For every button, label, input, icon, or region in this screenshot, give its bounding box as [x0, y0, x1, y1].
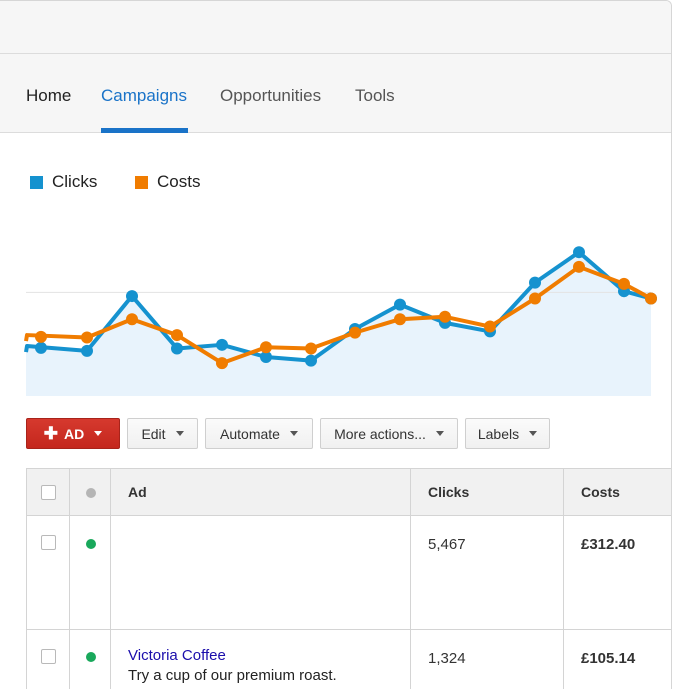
clicks-point[interactable] [394, 298, 406, 311]
tab-tools[interactable]: Tools [355, 86, 395, 105]
row-checkbox[interactable] [41, 535, 56, 550]
row-clicks: 5,467 [428, 536, 466, 553]
legend-clicks-label: Clicks [52, 172, 98, 191]
column-divider [69, 469, 70, 689]
automate-label: Automate [220, 425, 280, 442]
costs-point[interactable] [35, 330, 47, 343]
tab-campaigns[interactable]: Campaigns [101, 86, 187, 105]
tab-home[interactable]: Home [26, 86, 72, 105]
clicks-point[interactable] [573, 246, 585, 259]
status-active-dot [86, 539, 96, 549]
more-actions-label: More actions... [334, 425, 426, 442]
select-all-checkbox[interactable] [41, 485, 56, 500]
chevron-down-icon [289, 431, 298, 436]
header-clicks[interactable]: Clicks [428, 484, 470, 500]
labels-button[interactable]: Labels [465, 418, 550, 449]
column-divider [410, 469, 411, 689]
row-clicks: 1,324 [428, 650, 466, 667]
clicks-area [26, 252, 651, 396]
row-costs: £312.40 [581, 536, 636, 553]
performance-chart [24, 246, 657, 396]
costs-point[interactable] [645, 292, 657, 305]
costs-point[interactable] [439, 310, 451, 323]
active-tab-indicator [101, 128, 188, 133]
costs-line [24, 264, 652, 366]
costs-point[interactable] [349, 326, 361, 339]
clicks-line [24, 250, 652, 363]
costs-point[interactable] [216, 357, 228, 370]
row-divider [27, 629, 671, 630]
more-actions-button[interactable]: More actions... [320, 418, 458, 449]
costs-point[interactable] [484, 320, 496, 333]
column-divider [563, 469, 564, 689]
main-nav: Home Campaigns Opportunities Tools [0, 54, 671, 133]
clicks-point[interactable] [305, 354, 317, 367]
ad-description: Try a cup of our premium roast. [128, 667, 337, 684]
legend-costs[interactable]: Costs [135, 172, 200, 192]
chevron-down-icon [435, 431, 444, 436]
legend-costs-label: Costs [157, 172, 201, 191]
costs-point[interactable] [260, 341, 272, 354]
clicks-point[interactable] [35, 341, 47, 354]
edit-button[interactable]: Edit [127, 418, 198, 449]
clicks-point[interactable] [126, 290, 138, 303]
status-active-dot [86, 652, 96, 662]
costs-point[interactable] [529, 292, 541, 305]
clicks-point[interactable] [529, 276, 541, 289]
plus-icon: ✚ [43, 424, 58, 443]
row-costs: £105.14 [581, 650, 636, 667]
row-checkbox[interactable] [41, 649, 56, 664]
costs-point[interactable] [618, 277, 630, 290]
legend-costs-swatch [135, 175, 148, 189]
header-costs[interactable]: Costs [581, 484, 620, 500]
legend-clicks-swatch [30, 175, 43, 189]
clicks-point[interactable] [260, 351, 272, 363]
edit-label: Edit [141, 425, 166, 442]
tab-opportunities[interactable]: Opportunities [220, 86, 322, 105]
top-bar [0, 1, 671, 54]
costs-point[interactable] [171, 329, 183, 342]
add-ad-button[interactable]: ✚ AD [26, 418, 120, 449]
labels-label: Labels [477, 425, 520, 442]
clicks-point[interactable] [171, 342, 183, 355]
chevron-down-icon [94, 431, 103, 436]
ads-table: Ad Clicks Costs 5,467 £312.40 Victoria C… [26, 468, 671, 689]
chevron-down-icon [529, 431, 538, 436]
table-header [27, 469, 671, 516]
costs-point[interactable] [573, 260, 585, 273]
clicks-point[interactable] [216, 338, 228, 351]
chevron-down-icon [175, 431, 184, 436]
costs-point[interactable] [126, 313, 138, 326]
clicks-point[interactable] [81, 344, 93, 357]
legend-clicks[interactable]: Clicks [30, 172, 97, 192]
ad-title[interactable]: Victoria Coffee [128, 647, 226, 664]
column-divider [110, 469, 111, 689]
status-header-dot [86, 488, 96, 498]
automate-button[interactable]: Automate [205, 418, 313, 449]
costs-point[interactable] [81, 331, 93, 344]
add-ad-label: AD [64, 425, 85, 442]
header-ad[interactable]: Ad [128, 484, 147, 500]
costs-point[interactable] [394, 313, 406, 326]
costs-point[interactable] [305, 342, 317, 355]
